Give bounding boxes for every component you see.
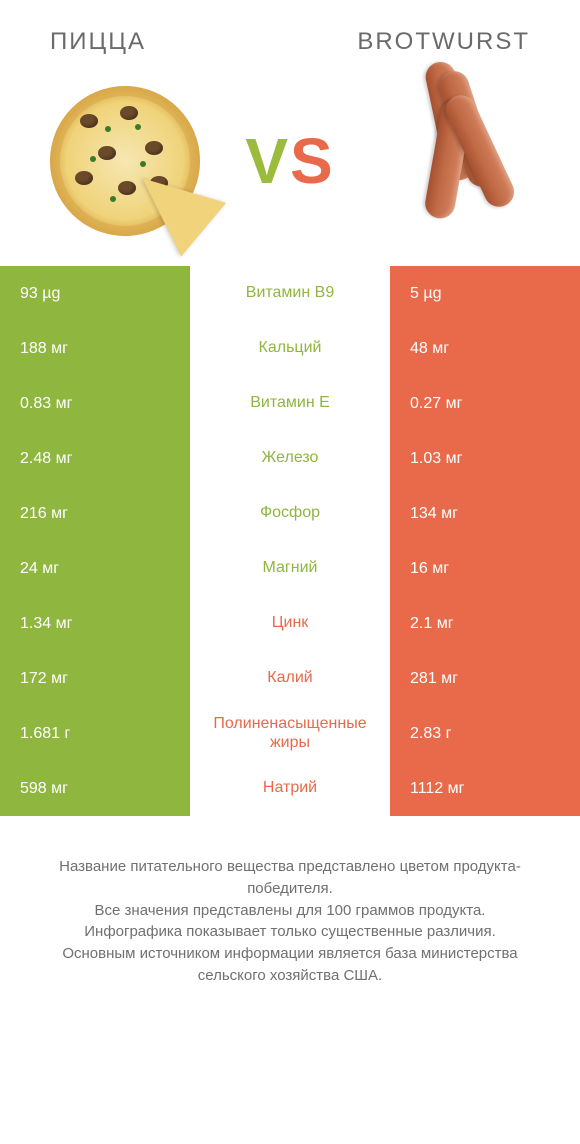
right-value: 281 мг — [390, 651, 580, 706]
right-value: 2.1 мг — [390, 596, 580, 651]
nutrient-name: Полиненасыщенные жиры — [190, 706, 390, 761]
left-value: 172 мг — [0, 651, 190, 706]
nutrient-name: Калий — [190, 651, 390, 706]
nutrient-name: Натрий — [190, 761, 390, 816]
left-value: 1.681 г — [0, 706, 190, 761]
right-value: 2.83 г — [390, 706, 580, 761]
right-value: 48 мг — [390, 321, 580, 376]
left-value: 0.83 мг — [0, 376, 190, 431]
footnote-text: Название питательного вещества представл… — [0, 816, 580, 987]
header: ПИЦЦА BROTWURST — [0, 0, 580, 66]
nutrient-name: Витамин E — [190, 376, 390, 431]
table-row: 0.83 мгВитамин E0.27 мг — [0, 376, 580, 431]
left-value: 2.48 мг — [0, 431, 190, 486]
vs-label: VS — [245, 124, 334, 198]
right-value: 1.03 мг — [390, 431, 580, 486]
left-value: 1.34 мг — [0, 596, 190, 651]
left-value: 188 мг — [0, 321, 190, 376]
nutrient-name: Кальций — [190, 321, 390, 376]
table-row: 598 мгНатрий1112 мг — [0, 761, 580, 816]
left-value: 598 мг — [0, 761, 190, 816]
table-row: 1.681 гПолиненасыщенные жиры2.83 г — [0, 706, 580, 761]
table-row: 2.48 мгЖелезо1.03 мг — [0, 431, 580, 486]
nutrient-name: Цинк — [190, 596, 390, 651]
nutrient-name: Фосфор — [190, 486, 390, 541]
nutrient-name: Витамин B9 — [190, 266, 390, 321]
hero-row: VS — [0, 66, 580, 266]
sausage-icon — [370, 86, 540, 236]
pizza-icon — [40, 86, 210, 236]
right-value: 134 мг — [390, 486, 580, 541]
comparison-table: 93 µgВитамин B95 µg188 мгКальций48 мг0.8… — [0, 266, 580, 816]
right-value: 16 мг — [390, 541, 580, 596]
right-value: 5 µg — [390, 266, 580, 321]
nutrient-name: Магний — [190, 541, 390, 596]
right-food-title: BROTWURST — [357, 28, 530, 56]
table-row: 93 µgВитамин B95 µg — [0, 266, 580, 321]
table-row: 24 мгМагний16 мг — [0, 541, 580, 596]
left-value: 24 мг — [0, 541, 190, 596]
table-row: 216 мгФосфор134 мг — [0, 486, 580, 541]
nutrient-name: Железо — [190, 431, 390, 486]
right-value: 0.27 мг — [390, 376, 580, 431]
table-row: 188 мгКальций48 мг — [0, 321, 580, 376]
table-row: 172 мгКалий281 мг — [0, 651, 580, 706]
left-food-title: ПИЦЦА — [50, 28, 146, 56]
right-value: 1112 мг — [390, 761, 580, 816]
left-value: 216 мг — [0, 486, 190, 541]
footnote-content: Название питательного вещества представл… — [59, 858, 521, 984]
left-value: 93 µg — [0, 266, 190, 321]
table-row: 1.34 мгЦинк2.1 мг — [0, 596, 580, 651]
